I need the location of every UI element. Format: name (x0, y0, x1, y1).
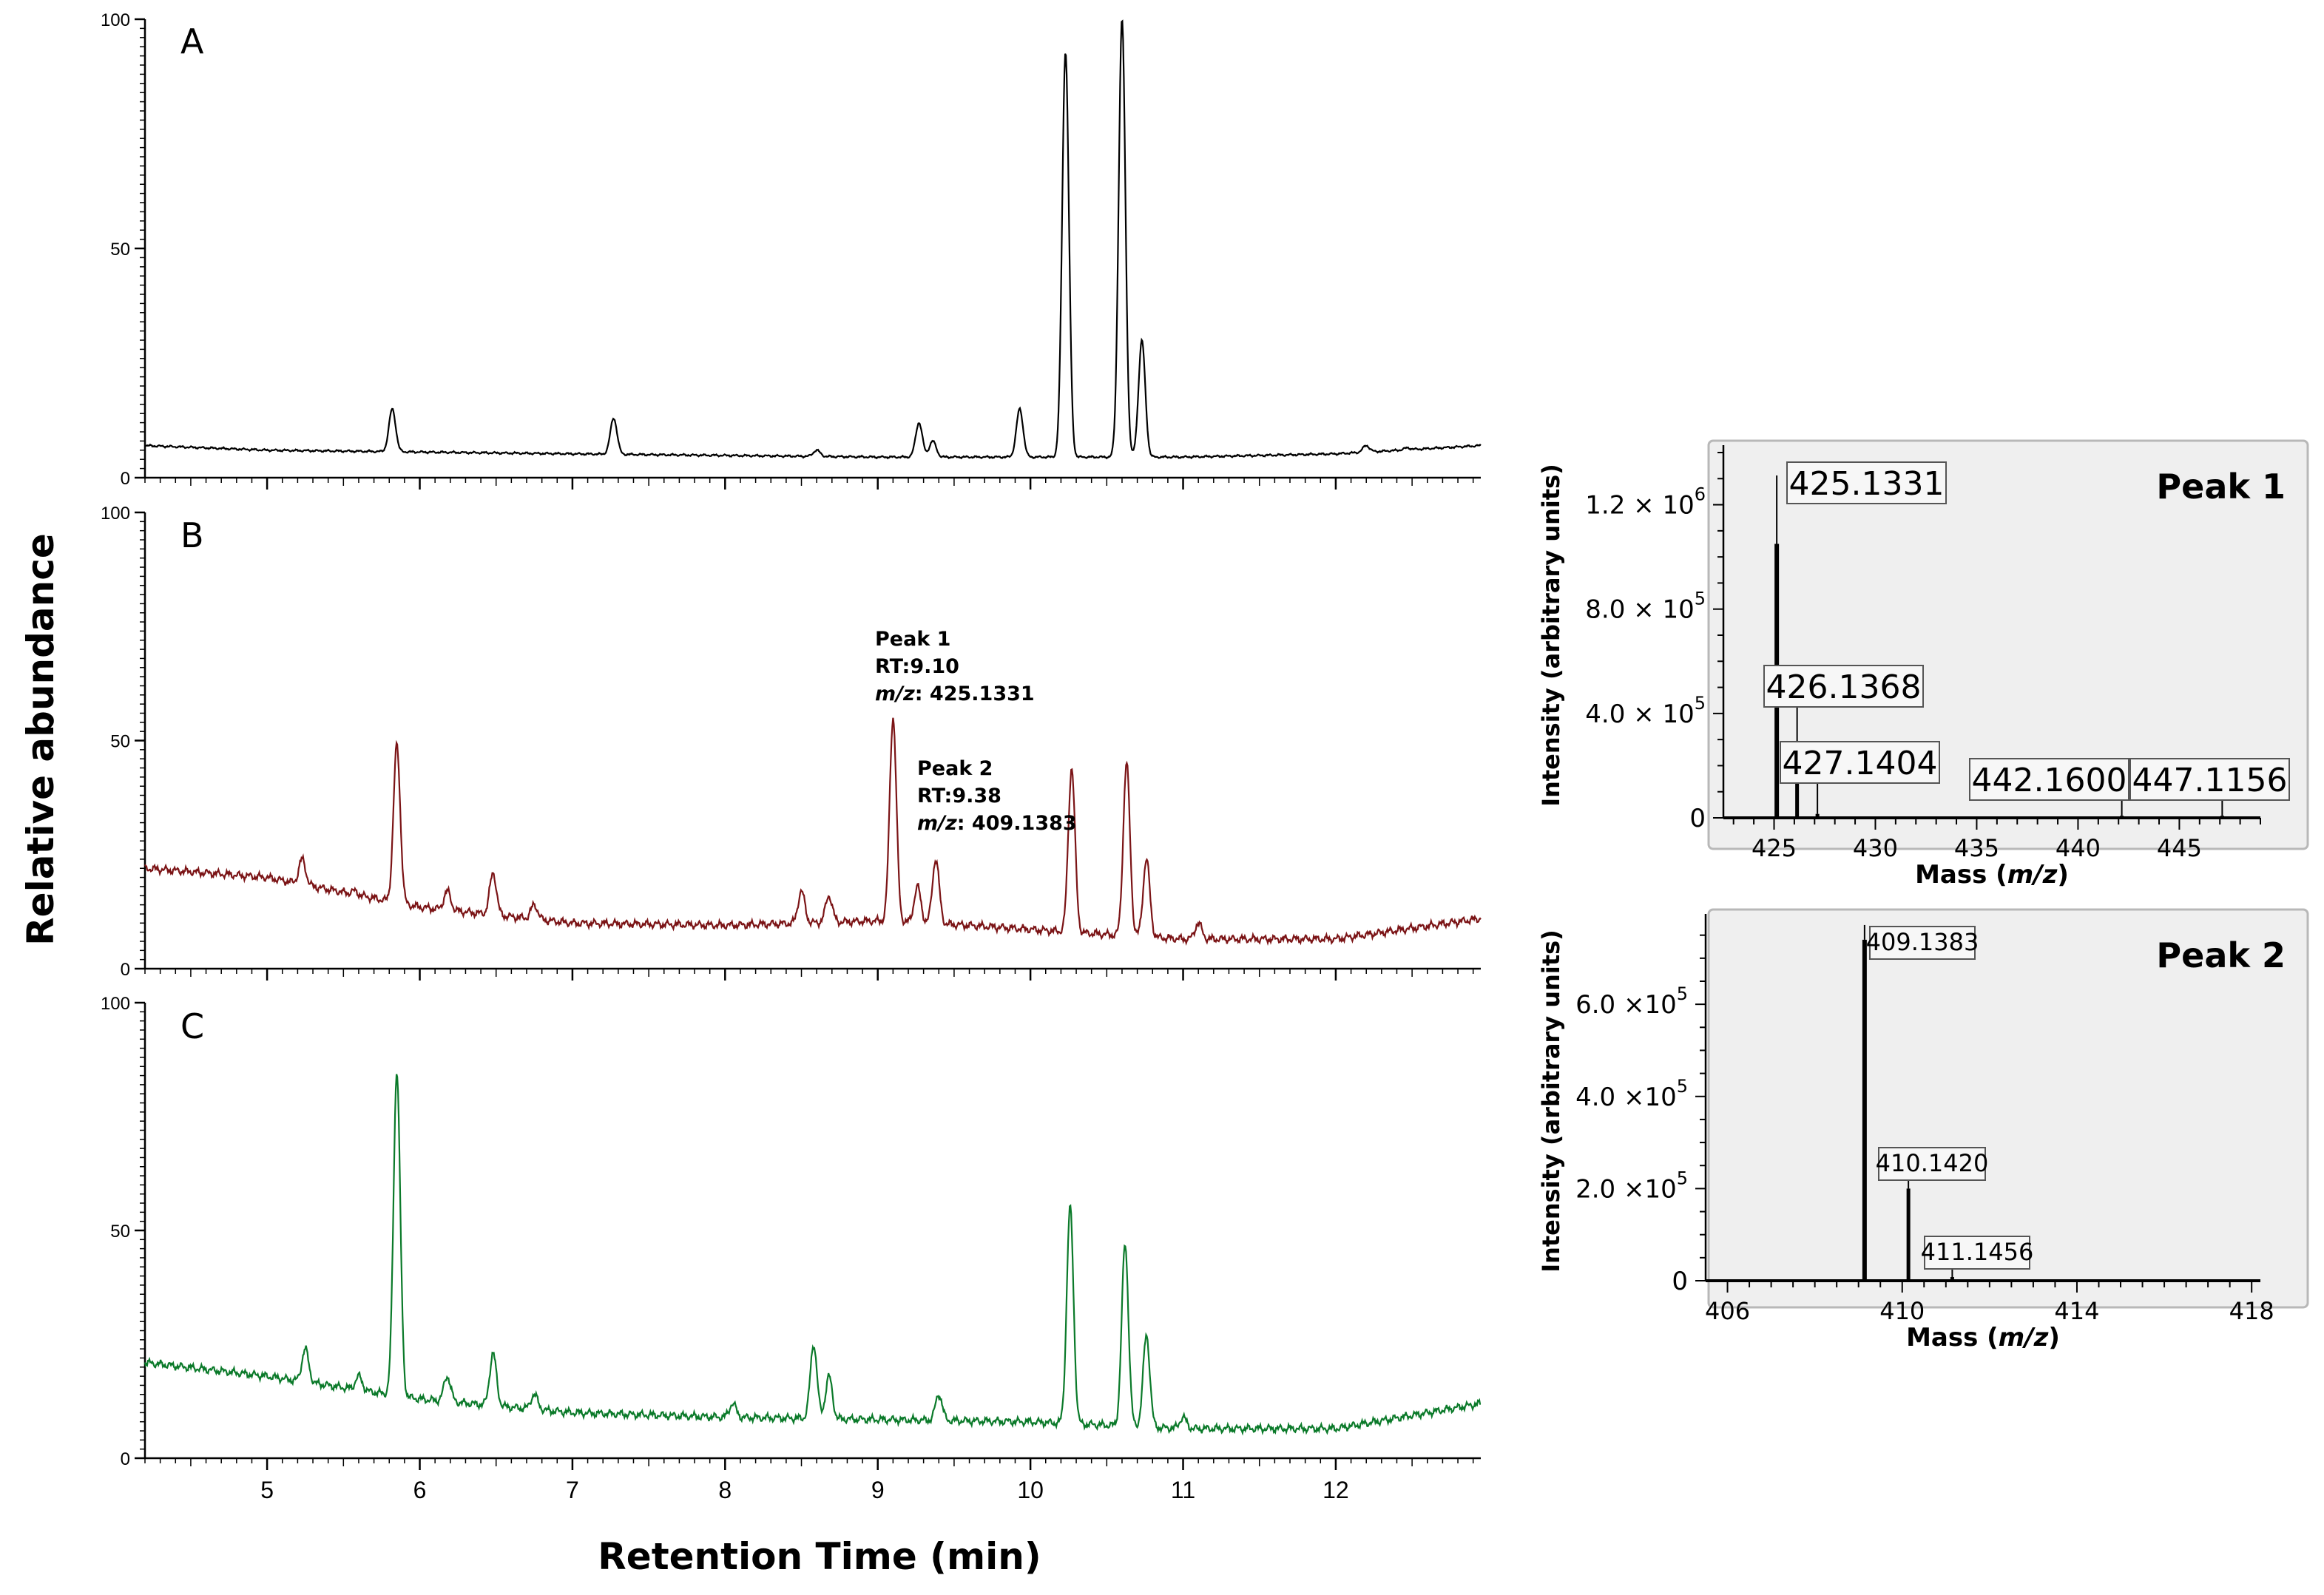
y-tick-label: 100 (101, 994, 130, 1014)
x-tick-label: 10 (1017, 1477, 1044, 1503)
x-tick-label: 5 (260, 1477, 274, 1503)
chromatogram-trace (143, 1074, 1482, 1436)
mz-label-box (2129, 758, 2290, 801)
spectrum-background (1707, 908, 2309, 1309)
x-tick-label: 11 (1171, 1477, 1195, 1503)
x-tick-label: 414 (2054, 1297, 2099, 1325)
annotation-line: RT:9.10 (875, 655, 959, 678)
x-axis-title: Retention Time (min) (598, 1535, 1041, 1578)
panel-label: B (180, 515, 204, 555)
x-tick-label: 9 (871, 1477, 885, 1503)
y-tick-label: 100 (101, 504, 130, 524)
mz-label: 427.1404 (1783, 745, 1938, 782)
panel-label: C (180, 1006, 204, 1046)
y-tick-label: 0 (121, 960, 130, 980)
mz-label-box (1924, 1236, 2030, 1270)
x-tick-label: 435 (1954, 834, 1999, 862)
annotation-line: RT:9.38 (917, 785, 1001, 807)
mz-label: 425.1331 (1789, 465, 1945, 503)
annotation-line: m/z: 409.1383 (917, 812, 1077, 835)
peak-annotation-2: Peak 2 RT:9.38 m/z: 409.1383 (917, 757, 1077, 835)
annotation-line: Peak 2 (917, 757, 993, 780)
y-tick-label: 0 (121, 469, 130, 489)
mz-label: 442.1600 (1972, 762, 2127, 799)
x-tick-label: 7 (566, 1477, 579, 1503)
x-tick-label: 440 (2056, 834, 2101, 862)
mz-label-box (1780, 741, 1940, 784)
mz-label: 447.1156 (2132, 762, 2288, 799)
x-tick-label: 406 (1705, 1297, 1750, 1325)
x-tick-label: 8 (718, 1477, 732, 1503)
y-tick-label: 8.0 × 105 (1585, 589, 1706, 625)
mz-label-box (1763, 665, 1924, 708)
mz-label-box (1786, 461, 1947, 504)
x-tick-label: 6 (413, 1477, 427, 1503)
x-axis-title: Mass (m/z) (1906, 1323, 2060, 1352)
chromatogram-panel-b: 0 50 100 B Peak 1 RT:9.10 m/z: 425.1331 Peak 2 R… (101, 504, 1482, 981)
panel-label: A (180, 21, 204, 61)
y-tick-label: 50 (110, 240, 130, 260)
y-tick-label: 100 (101, 10, 130, 30)
y-tick-label: 50 (110, 732, 130, 752)
peak-annotation-1: Peak 1 RT:9.10 m/z: 425.1331 (875, 628, 1035, 705)
x-tick-label: 410 (1879, 1297, 1925, 1325)
mz-label-box (1869, 926, 1976, 960)
mass-spectrum-2: 0 2.0 ×105 4.0 ×105 6.0 ×105 406 410 414 418 Mas… (1537, 908, 2309, 1352)
y-tick-label: 6.0 ×105 (1575, 983, 1688, 1020)
spectrum-title: Peak 1 (2156, 467, 2286, 507)
y-tick-label: 2.0 ×105 (1575, 1168, 1688, 1204)
chromatogram-trace (144, 717, 1482, 946)
x-tick-label: 12 (1323, 1477, 1349, 1503)
y-axis-title: Relative abundance (19, 533, 62, 946)
mz-label: 409.1383 (1866, 928, 1979, 956)
mz-label-box (1969, 758, 2129, 801)
x-tick-label: 430 (1853, 834, 1898, 862)
mz-label: 426.1368 (1766, 668, 1922, 706)
x-tick-label: 418 (2229, 1297, 2274, 1325)
y-tick-label: 0 (1672, 1267, 1688, 1296)
mz-label-box (1878, 1147, 1986, 1181)
annotation-line: Peak 1 (875, 628, 950, 651)
y-tick-label: 4.0 × 105 (1585, 693, 1706, 729)
y-tick-label: 0 (1689, 804, 1706, 833)
mz-label: 410.1420 (1876, 1149, 1989, 1177)
x-tick-label: 445 (2157, 834, 2202, 862)
y-tick-label: 1.2 × 106 (1585, 484, 1706, 521)
mz-label: 411.1456 (1921, 1238, 2034, 1266)
chromatogram-panel-a: 0 50 100 A (101, 10, 1482, 490)
y-tick-label: 50 (110, 1222, 130, 1242)
y-axis-title: Intensity (arbitrary units) (1537, 929, 1565, 1273)
chromatogram-trace (144, 19, 1482, 460)
mass-spectrum-1: 0 4.0 × 105 8.0 × 105 1.2 × 106 425 430 435 440… (1537, 439, 2309, 890)
y-tick-label: 0 (121, 1449, 130, 1469)
x-axis-title: Mass (m/z) (1915, 860, 2069, 890)
spectrum-title: Peak 2 (2156, 935, 2286, 975)
chromatogram-panel-c: 0 50 100 5 6 7 8 9 10 11 12 C (101, 994, 1482, 1503)
y-tick-label: 4.0 ×105 (1575, 1076, 1688, 1112)
annotation-line: m/z: 425.1331 (875, 683, 1035, 705)
x-tick-label: 425 (1752, 834, 1797, 862)
y-axis-title: Intensity (arbitrary units) (1537, 464, 1565, 807)
